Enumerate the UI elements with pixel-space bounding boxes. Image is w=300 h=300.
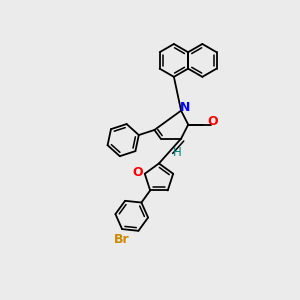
Text: O: O [208, 115, 218, 128]
Text: Br: Br [114, 233, 130, 246]
Text: H: H [173, 146, 182, 159]
Text: O: O [132, 166, 142, 179]
Text: N: N [179, 100, 190, 113]
